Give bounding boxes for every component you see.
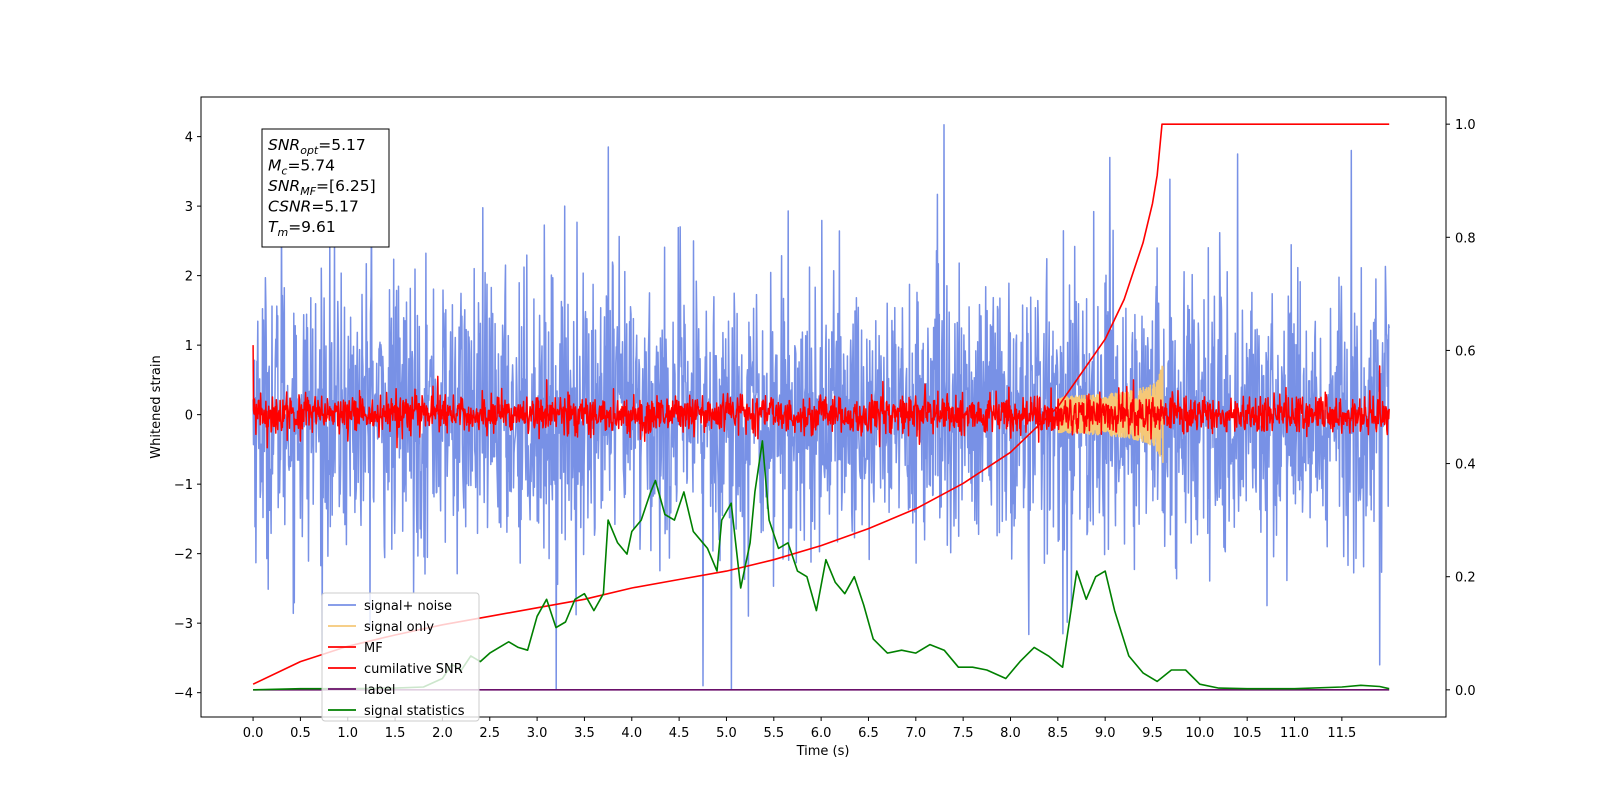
info-symbol: CSNR [268, 198, 311, 216]
y2-tick-label: 1.0 [1455, 118, 1476, 133]
info-line: CSNR=5.17 [268, 198, 359, 216]
info-value: =9.61 [288, 218, 336, 236]
x-tick-label: 3.5 [574, 726, 595, 741]
y-axis-label: Whitened strain [149, 355, 164, 458]
info-line: Tm=9.61 [268, 218, 336, 239]
legend-label-label: label [364, 683, 395, 698]
info-line: SNRMF=[6.25] [268, 177, 376, 198]
y-tick-label: 2 [185, 270, 193, 285]
x-tick-label: 2.5 [479, 726, 500, 741]
x-tick-label: 8.5 [1047, 726, 1068, 741]
info-subscript: MF [300, 185, 316, 198]
info-box-frame [261, 128, 390, 248]
info-value: =5.17 [318, 136, 366, 154]
axes-frame [200, 96, 1447, 718]
y2-tick-label: 0.8 [1455, 231, 1476, 246]
info-box: SNRopt=5.17Mc=5.74SNRMF=[6.25]CSNR=5.17T… [261, 128, 390, 248]
info-symbol: SNR [268, 136, 300, 154]
y-axis-left: 4 3 2 1 0 −1 −2 −3 −4 [174, 131, 201, 702]
x-tick-label: 1.0 [337, 726, 358, 741]
y2-tick-label: 0.0 [1455, 684, 1476, 699]
x-tick-label: 4.0 [621, 726, 642, 741]
legend-label-cumilative-snr: cumilative SNR [364, 662, 463, 677]
x-axis-label: Time (s) [796, 744, 850, 759]
info-value: =5.17 [311, 198, 359, 216]
info-symbol: SNR [268, 177, 300, 195]
info-value: =5.74 [287, 157, 335, 175]
x-tick-label: 1.5 [385, 726, 406, 741]
x-tick-label: 5.0 [716, 726, 737, 741]
info-line: SNRopt=5.17 [268, 136, 366, 157]
info-subscript: c [281, 165, 287, 178]
legend-label-signal-statistics: signal statistics [364, 704, 465, 719]
info-value: =[6.25] [316, 177, 376, 195]
x-tick-label: 10.0 [1185, 726, 1214, 741]
y2-tick-label: 0.2 [1455, 571, 1476, 586]
info-line: Mc=5.74 [268, 157, 335, 178]
info-subscript: opt [300, 144, 319, 157]
x-tick-label: 3.0 [527, 726, 548, 741]
y-tick-label: 0 [185, 409, 193, 424]
x-tick-label: 11.5 [1327, 726, 1356, 741]
x-tick-label: 9.5 [1142, 726, 1163, 741]
y-tick-label: −2 [174, 548, 193, 563]
y-tick-label: −1 [174, 478, 193, 493]
y2-tick-label: 0.6 [1455, 344, 1476, 359]
x-tick-label: 0.0 [243, 726, 264, 741]
y-axis-right: 1.0 0.8 0.6 0.4 0.2 0.0 [1446, 118, 1476, 699]
x-tick-label: 0.5 [290, 726, 311, 741]
x-tick-label: 7.5 [953, 726, 974, 741]
legend-label-signal-noise: signal+ noise [364, 599, 452, 614]
legend-label-mf: MF [364, 641, 383, 656]
x-tick-label: 6.0 [811, 726, 832, 741]
y-tick-label: 3 [185, 200, 193, 215]
y-tick-label: 4 [185, 131, 193, 146]
series-signal-statistics-line [253, 440, 1390, 691]
info-symbol: T [268, 218, 279, 236]
series-mf-line [252, 345, 1390, 449]
x-tick-label: 8.0 [1000, 726, 1021, 741]
x-tick-label: 9.0 [1095, 726, 1116, 741]
legend-frame [321, 592, 480, 722]
info-symbol: M [268, 157, 281, 175]
info-subscript: m [277, 226, 288, 239]
y2-tick-label: 0.4 [1455, 458, 1476, 473]
x-tick-label: 2.0 [432, 726, 453, 741]
x-tick-label: 4.5 [669, 726, 690, 741]
y-tick-label: −3 [174, 617, 193, 632]
x-tick-label: 6.5 [858, 726, 879, 741]
x-tick-label: 7.0 [905, 726, 926, 741]
y-tick-label: −4 [174, 687, 193, 702]
x-tick-label: 10.5 [1233, 726, 1262, 741]
x-axis: 0.0 0.5 1.0 1.5 2.0 2.5 3.0 3.5 4.0 4.5 5.0 5.5 6.0 6… [243, 717, 1356, 741]
y-tick-label: 1 [185, 339, 193, 354]
x-tick-label: 11.0 [1280, 726, 1309, 741]
legend: signal+ noise signal only MF cumilative SNR… [321, 592, 480, 722]
series-signal-noise-line [252, 124, 1390, 690]
x-tick-label: 5.5 [763, 726, 784, 741]
legend-label-signal-only: signal only [364, 620, 434, 635]
